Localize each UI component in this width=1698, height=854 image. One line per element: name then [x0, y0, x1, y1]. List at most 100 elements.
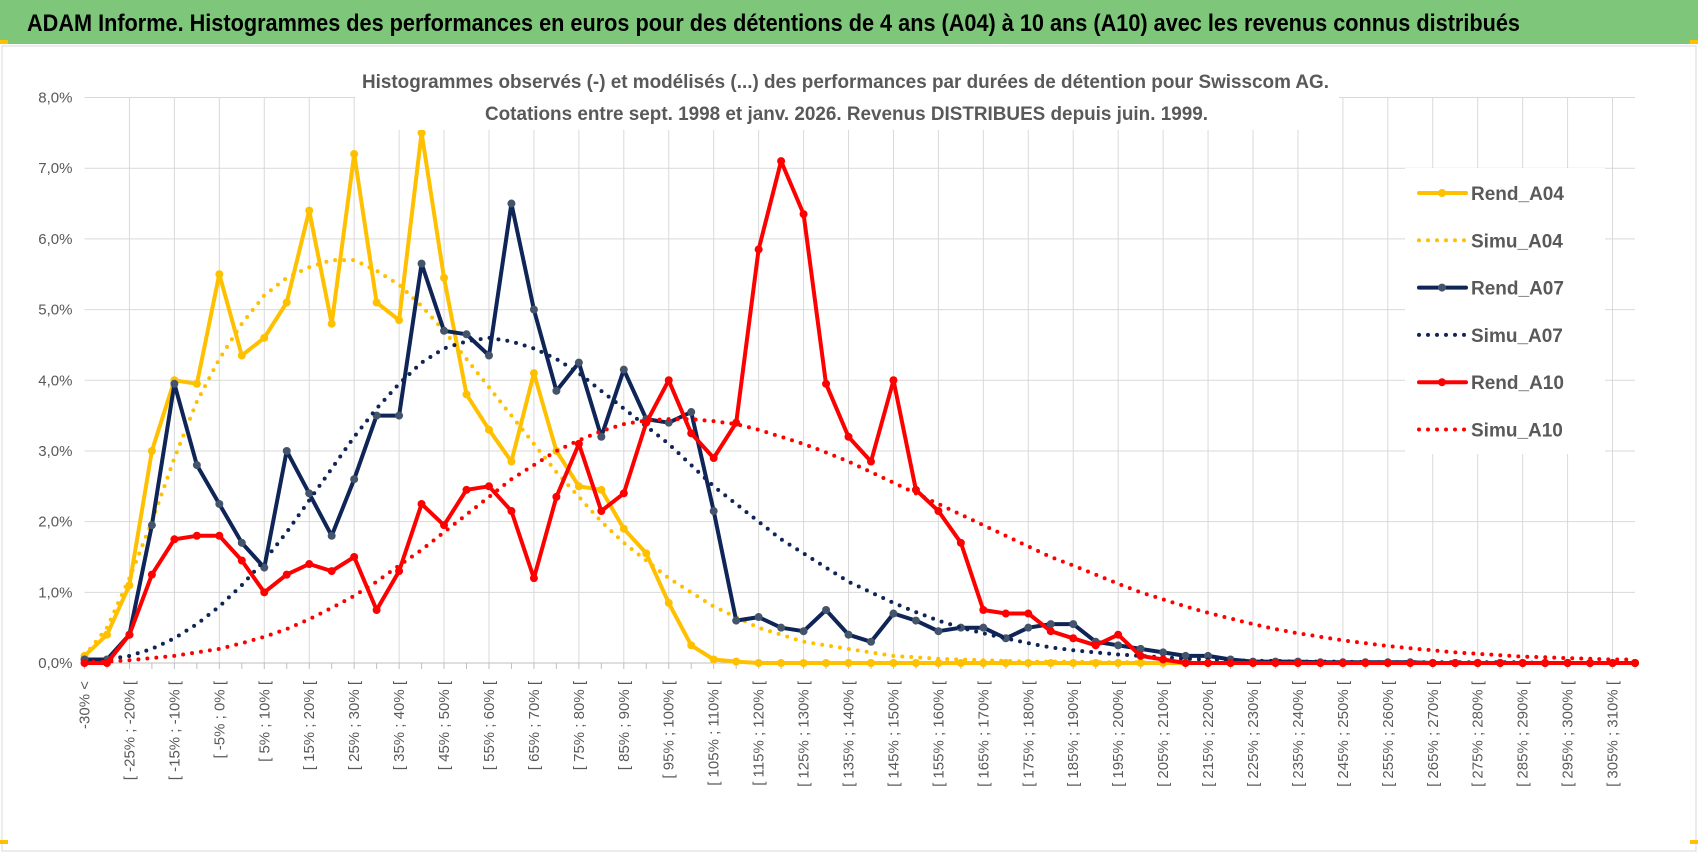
marker	[170, 535, 179, 544]
marker	[799, 210, 808, 219]
marker	[529, 305, 538, 314]
marker	[889, 609, 898, 618]
marker	[687, 408, 696, 417]
marker	[844, 630, 853, 639]
marker	[440, 521, 449, 530]
marker	[642, 418, 651, 427]
marker	[1136, 651, 1145, 660]
marker	[574, 482, 583, 491]
marker	[709, 507, 718, 516]
x-tick-label: [ 285% ; 290% [	[1515, 680, 1532, 787]
marker	[777, 623, 786, 632]
legend-marker	[1438, 283, 1446, 292]
marker	[395, 411, 404, 420]
marker	[1293, 659, 1302, 667]
series-line	[82, 258, 1637, 665]
series-line	[82, 417, 1637, 665]
x-tick-label: [ -5% ; 0% [	[211, 680, 228, 758]
marker	[215, 270, 224, 279]
marker	[1406, 659, 1415, 667]
marker	[754, 613, 763, 622]
marker	[1586, 659, 1595, 667]
marker	[1114, 630, 1123, 639]
marker	[440, 326, 449, 335]
marker	[1046, 659, 1055, 667]
corner	[1690, 840, 1698, 844]
x-tick-label: [ 5% ; 10% [	[256, 680, 273, 762]
x-tick-label: [ 205% ; 210% [	[1155, 680, 1172, 787]
marker	[327, 567, 336, 576]
marker	[327, 531, 336, 540]
marker	[1001, 609, 1010, 618]
legend-marker	[1438, 189, 1446, 197]
marker	[1159, 655, 1168, 664]
marker	[889, 376, 898, 385]
marker	[889, 659, 898, 667]
marker	[395, 316, 404, 325]
marker	[1001, 659, 1010, 667]
marker	[1024, 623, 1033, 632]
marker	[417, 499, 426, 508]
y-tick-label: 4,0%	[38, 372, 72, 389]
y-tick-label: 7,0%	[38, 160, 72, 177]
x-tick-label: [ 145% ; 150% [	[885, 680, 902, 787]
marker	[215, 499, 224, 508]
marker	[147, 446, 156, 455]
marker	[147, 521, 156, 530]
marker	[664, 418, 673, 427]
x-tick-label: [ 125% ; 130% [	[796, 680, 813, 787]
marker	[462, 330, 471, 339]
marker	[754, 245, 763, 254]
x-tick-label: -30% <	[77, 681, 94, 729]
marker	[237, 538, 246, 547]
marker	[237, 556, 246, 565]
marker	[417, 259, 426, 268]
marker	[574, 439, 583, 448]
x-tick-label: [ 105% ; 110% [	[706, 680, 723, 786]
x-tick-label: [ 275% ; 280% [	[1470, 680, 1487, 787]
marker	[529, 369, 538, 378]
marker	[507, 457, 516, 466]
marker	[1226, 659, 1235, 667]
marker	[1338, 659, 1347, 667]
legend: Rend_A04 Simu_A04 Rend_A07 Simu_A07 Rend_A10…	[1405, 168, 1605, 454]
title-box	[355, 64, 1339, 130]
marker	[484, 482, 493, 491]
header-title: ADAM Informe. Histogrammes des performan…	[27, 10, 1520, 37]
marker	[147, 570, 156, 579]
marker	[372, 605, 381, 614]
marker	[979, 623, 988, 632]
marker	[305, 560, 314, 569]
y-tick-label: 2,0%	[38, 514, 72, 531]
y-tick-label: 3,0%	[38, 443, 72, 460]
corner	[1690, 40, 1698, 44]
marker	[260, 333, 269, 342]
marker	[484, 425, 493, 434]
marker	[822, 379, 831, 388]
marker	[237, 351, 246, 360]
x-tick-label: [ 195% ; 200% [	[1110, 680, 1127, 787]
x-tick-label: [ 55% ; 60% [	[481, 680, 498, 770]
marker	[192, 379, 201, 388]
legend-marker	[1438, 378, 1446, 387]
x-tick-label: [ 15% ; 20% [	[301, 680, 318, 770]
x-tick-label: [ 215% ; 220% [	[1200, 680, 1217, 787]
marker	[1136, 644, 1145, 653]
header-bar	[0, 0, 1698, 44]
marker	[844, 659, 853, 667]
marker	[350, 552, 359, 561]
marker	[1181, 651, 1190, 660]
marker	[911, 485, 920, 494]
chart-title: Histogrammes observés (-) et modélisés (…	[362, 72, 1329, 93]
x-tick-label: [ 95% ; 100% [	[661, 680, 678, 778]
marker	[979, 605, 988, 614]
marker	[1631, 659, 1639, 667]
marker	[732, 657, 741, 666]
marker	[911, 616, 920, 625]
x-tick-label: [ 85% ; 90% [	[616, 680, 633, 770]
marker	[350, 150, 359, 159]
marker	[1541, 659, 1550, 667]
marker	[709, 454, 718, 463]
x-tick-label: [ 75% ; 80% [	[571, 680, 588, 770]
legend-label: Simu_A10	[1471, 421, 1563, 442]
